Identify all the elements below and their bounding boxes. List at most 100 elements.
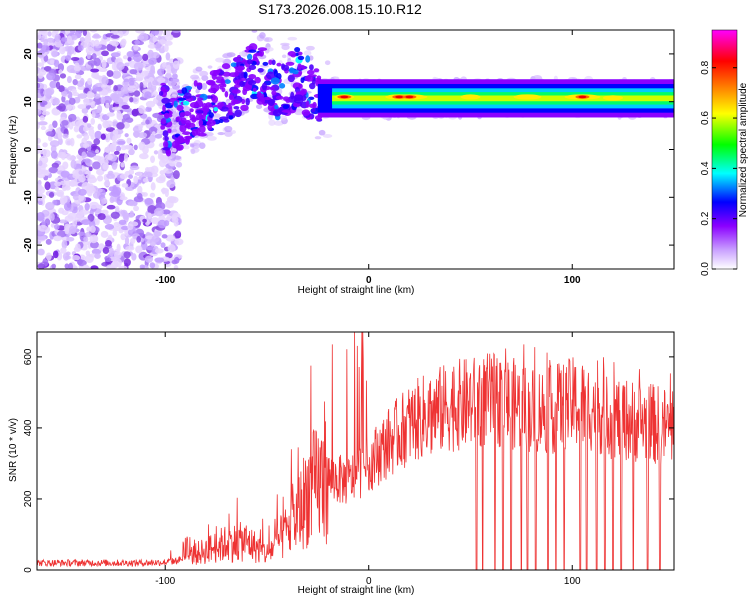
- heatmap-cell: [109, 40, 117, 46]
- heatmap-field: [37, 30, 674, 269]
- heatmap-cell: [175, 144, 184, 151]
- heatmap-cell: [255, 104, 263, 110]
- heatmap-cell: [37, 73, 44, 79]
- heatmap-cell: [152, 35, 158, 43]
- heatmap-cell: [173, 264, 179, 269]
- heatmap-cell: [54, 33, 61, 43]
- heatmap-cell: [116, 62, 125, 71]
- heatmap-cell: [240, 104, 249, 112]
- heatmap-cell: [106, 70, 114, 77]
- heatmap-cell: [162, 209, 171, 215]
- heatmap-cell: [162, 104, 166, 113]
- heatmap-cell: [221, 63, 231, 70]
- heatmap-cell: [49, 140, 60, 147]
- heatmap-cell: [130, 237, 136, 245]
- heatmap-cell: [248, 49, 257, 53]
- heatmap-cell: [76, 134, 83, 139]
- heatmap-cell: [49, 59, 55, 65]
- heatmap-cell: [144, 171, 153, 178]
- heatmap-cell: [261, 82, 268, 91]
- chart-title: S173.2026.008.15.10.R12: [258, 1, 422, 17]
- heatmap-cell: [51, 263, 57, 269]
- spectrogram-x-label: Height of straight line (km): [298, 285, 415, 296]
- heatmap-cell: [89, 201, 100, 209]
- heatmap-cell: [120, 85, 130, 94]
- heatmap-cell: [282, 104, 290, 110]
- heatmap-cell: [113, 85, 118, 92]
- heatmap-cell: [52, 120, 58, 128]
- heatmap-cell: [144, 255, 154, 263]
- heatmap-cell: [103, 88, 112, 94]
- heatmap-cell: [124, 133, 129, 138]
- heatmap-cell: [37, 62, 45, 67]
- heatmap-cell: [198, 119, 204, 126]
- heatmap-cell: [324, 60, 331, 66]
- heatmap-cell: [215, 57, 225, 63]
- heatmap-cell: [78, 57, 85, 66]
- heatmap-cell: [82, 143, 90, 149]
- heatmap-cell: [40, 125, 46, 131]
- heatmap-cell: [183, 111, 192, 117]
- heatmap-cell: [164, 33, 174, 41]
- heatmap-cell: [67, 45, 75, 55]
- heatmap-cell: [82, 126, 88, 132]
- heatmap-cell: [72, 169, 80, 177]
- spectrogram-y-label: Frequency (Hz): [8, 116, 19, 185]
- heatmap-cell: [39, 115, 45, 121]
- heatmap-cell: [149, 192, 156, 198]
- heatmap-cell: [247, 53, 253, 61]
- heatmap-cell: [163, 43, 169, 52]
- heatmap-cell: [90, 103, 96, 109]
- heatmap-cell: [127, 56, 132, 62]
- heatmap-cell: [91, 34, 102, 39]
- heatmap-cell: [71, 255, 81, 261]
- heatmap-cell: [201, 83, 208, 90]
- ridge-hotspot: [460, 94, 481, 100]
- heatmap-cell: [161, 234, 168, 239]
- heatmap-cell: [106, 173, 116, 180]
- heatmap-cell: [280, 42, 290, 46]
- heatmap-cell: [55, 81, 61, 90]
- heatmap-cell: [144, 91, 152, 99]
- heatmap-cell: [120, 233, 126, 241]
- heatmap-cell: [269, 86, 275, 91]
- heatmap-cell: [88, 166, 93, 172]
- heatmap-cell: [61, 119, 69, 126]
- heatmap-cell: [133, 44, 139, 51]
- heatmap-cell: [45, 238, 52, 245]
- heatmap-cell: [298, 70, 303, 75]
- heatmap-cell: [104, 120, 114, 128]
- heatmap-cell: [123, 251, 131, 259]
- heatmap-cell: [46, 72, 56, 81]
- heatmap-cell: [124, 152, 129, 162]
- heatmap-cell: [113, 221, 120, 228]
- heatmap-cell: [166, 179, 176, 189]
- heatmap-cell: [275, 95, 284, 100]
- snr-line: [37, 332, 674, 570]
- heatmap-cell: [84, 66, 93, 71]
- heatmap-cell: [190, 148, 196, 155]
- heatmap-cell: [156, 77, 166, 83]
- heatmap-cell: [93, 93, 101, 99]
- heatmap-cell: [276, 62, 282, 67]
- heatmap-cell: [285, 61, 295, 66]
- heatmap-cell: [91, 248, 102, 255]
- heatmap-cell: [92, 235, 98, 242]
- heatmap-cell: [177, 135, 184, 143]
- heatmap-cell: [221, 87, 226, 93]
- heatmap-cell: [70, 137, 75, 147]
- heatmap-cell: [268, 59, 273, 65]
- heatmap-cell: [215, 79, 225, 84]
- heatmap-ridge: [317, 79, 674, 118]
- heatmap-cell: [64, 185, 71, 191]
- heatmap-cell: [161, 89, 168, 93]
- heatmap-cell: [294, 46, 301, 53]
- heatmap-cell: [187, 124, 191, 130]
- heatmap-cell: [82, 264, 90, 269]
- heatmap-cell: [189, 101, 199, 109]
- heatmap-cell: [167, 128, 172, 134]
- heatmap-cell: [120, 162, 125, 168]
- heatmap-cell: [42, 30, 48, 37]
- snr-x-axis: -100 0 100: [155, 332, 581, 587]
- heatmap-cell: [86, 183, 95, 193]
